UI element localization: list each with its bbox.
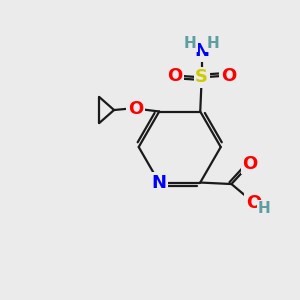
Text: H: H xyxy=(258,201,271,216)
Text: O: O xyxy=(128,100,143,118)
Text: O: O xyxy=(167,67,183,85)
Text: O: O xyxy=(242,155,258,173)
Text: N: N xyxy=(194,43,209,61)
Text: N: N xyxy=(152,173,167,191)
Text: H: H xyxy=(184,36,197,51)
Text: O: O xyxy=(221,67,236,85)
Text: H: H xyxy=(207,36,219,51)
Text: O: O xyxy=(246,194,261,212)
Text: S: S xyxy=(195,68,208,86)
